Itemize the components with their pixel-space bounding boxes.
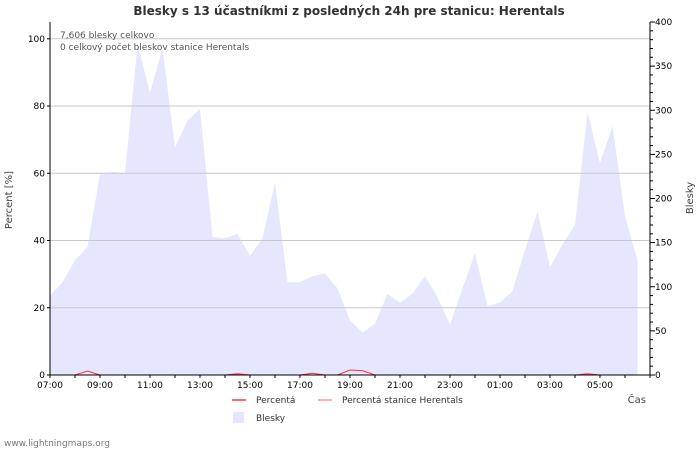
x-tick-label: 13:00	[187, 381, 213, 391]
y-tick-label-right: 400	[655, 18, 672, 28]
x-tick-label: 15:00	[237, 381, 263, 391]
legend-label-percenta-stanice: Percentá stanice Herentals	[342, 396, 463, 406]
x-tick-label: 23:00	[437, 381, 463, 391]
y-axis-label-left: Percent [%]	[4, 171, 15, 229]
legend-swatch-blesky	[233, 412, 244, 423]
x-tick-label: 03:00	[537, 381, 563, 391]
legend-label-percenta: Percentá	[256, 396, 295, 406]
chart-title: Blesky s 13 účastníkmi z posledných 24h …	[133, 4, 564, 18]
y-tick-label-left: 60	[34, 169, 46, 179]
y-tick-label-left: 0	[39, 371, 45, 381]
y-tick-label-right: 300	[655, 106, 672, 116]
y-tick-label-left: 20	[34, 304, 46, 314]
x-tick-label: 05:00	[587, 381, 613, 391]
y-tick-label-right: 100	[655, 283, 672, 293]
x-tick-label: 09:00	[87, 381, 113, 391]
x-tick-label: 21:00	[387, 381, 413, 391]
plot-area: 0 20 40 60 80 100 0 50 100 150 200 250 300 350 400 07:0…	[28, 18, 673, 391]
y-tick-label-left: 100	[28, 35, 45, 45]
legend: Percentá Percentá stanice Herentals Bles…	[232, 396, 463, 424]
y-tick-label-right: 0	[655, 371, 661, 381]
y-tick-label-right: 350	[655, 62, 672, 72]
x-tick-label: 07:00	[37, 381, 63, 391]
y-axis-label-right: Blesky	[685, 182, 696, 214]
y-tick-label-right: 200	[655, 195, 672, 205]
y-tick-label-left: 40	[34, 237, 46, 247]
x-axis-label: Čas	[628, 393, 646, 406]
blesky-area	[50, 44, 638, 375]
annotation-station: 0 celkový počet bleskov stanice Herental…	[60, 42, 249, 53]
x-tick-label: 17:00	[287, 381, 313, 391]
legend-label-blesky: Blesky	[256, 414, 286, 424]
x-tick-label: 19:00	[337, 381, 363, 391]
y-tick-label-right: 250	[655, 150, 672, 160]
x-tick-label: 11:00	[137, 381, 163, 391]
y-tick-label-left: 80	[34, 102, 46, 112]
site-credit: www.lightningmaps.org	[4, 439, 110, 449]
y-tick-label-right: 50	[655, 327, 667, 337]
x-tick-label: 01:00	[487, 381, 513, 391]
y-tick-label-right: 150	[655, 239, 672, 249]
annotation-total: 7,606 blesky celkovo	[60, 31, 155, 41]
